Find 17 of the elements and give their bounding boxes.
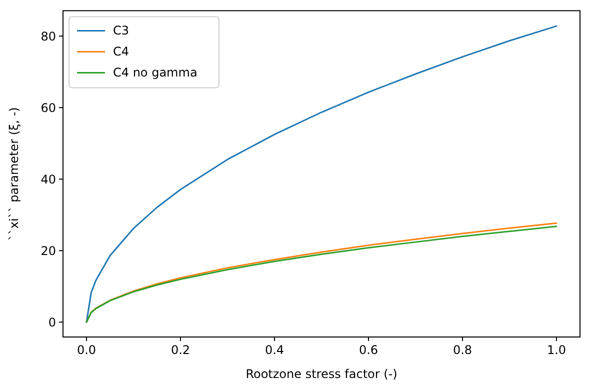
x-tick-label: 0.6 [358,343,378,357]
line-series [86,25,558,323]
y-axis-title: ``xi`` parameter (ξ, -) [7,107,21,241]
x-tick-label: 0.8 [452,343,472,357]
x-tick-label: 0.4 [264,343,284,357]
y-tick-label: 20 [40,244,56,258]
legend-label: C4 [113,44,130,59]
y-tick-label: 0 [48,316,56,330]
x-tick-label: 1.0 [546,343,566,357]
y-tick-label: 40 [40,172,56,187]
y-tick-label: 80 [40,30,56,44]
x-tick-label: 0.0 [76,343,96,357]
y-tick-label: 60 [40,101,56,116]
x-axis-title: Rootzone stress factor (-) [246,367,398,381]
x-tick-label: 0.2 [170,343,190,357]
legend-label: C4 no gamma [113,66,198,80]
legend-label: C3 [113,24,130,38]
